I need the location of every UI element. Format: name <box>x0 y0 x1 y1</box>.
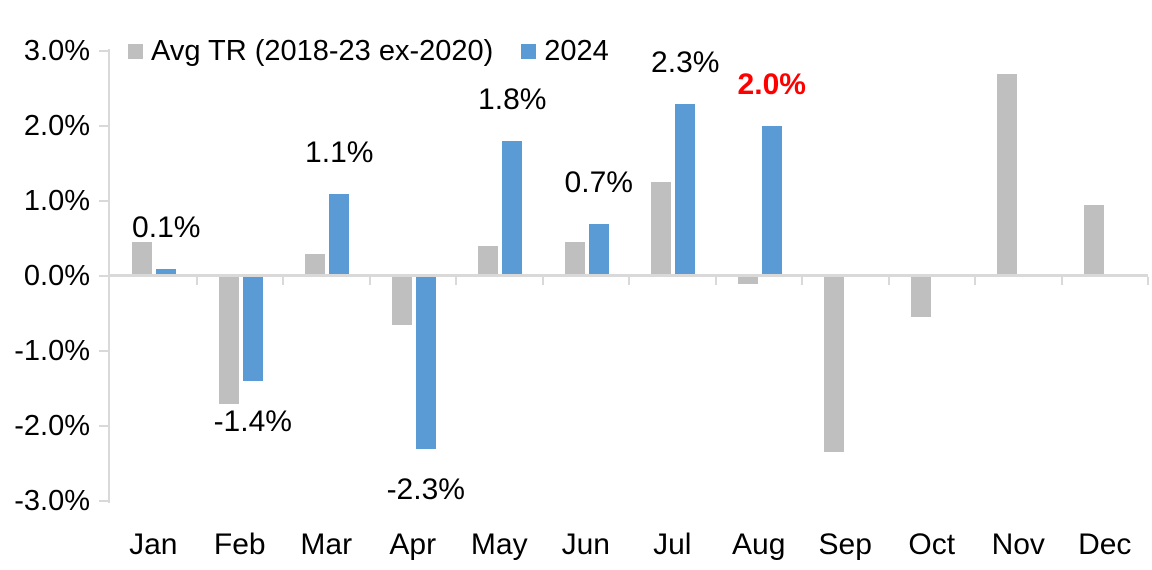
y-axis-tick <box>99 350 108 352</box>
month-label-jun: Jun <box>561 528 610 561</box>
bar-2024-feb <box>242 276 263 381</box>
x-axis-tick <box>974 277 976 285</box>
data-label-feb: -1.4% <box>213 405 292 438</box>
x-axis-tick <box>368 277 371 285</box>
bar-2024-mar <box>329 193 350 276</box>
x-axis-tick <box>714 277 717 285</box>
data-label-mar: 1.1% <box>305 135 374 169</box>
data-label-jan: 0.1% <box>132 210 201 244</box>
bar-avg-tr-jun <box>564 242 585 276</box>
x-axis-tick <box>628 277 630 285</box>
data-label-may: 1.8% <box>478 83 547 116</box>
month-label-apr: Apr <box>389 528 437 561</box>
month-label-may: May <box>470 528 528 561</box>
y-axis-label: -1.0% <box>14 335 90 367</box>
month-label-mar: Mar <box>300 528 353 561</box>
bar-2024-may <box>502 141 523 276</box>
x-axis-tick <box>195 277 198 285</box>
y-axis-tick <box>99 200 108 202</box>
bar-avg-tr-may <box>478 246 499 276</box>
chart-legend: Avg TR (2018-23 ex-2020) 2024 <box>128 34 609 68</box>
x-axis-tick <box>1147 277 1149 285</box>
month-label-oct: Oct <box>908 528 956 561</box>
month-label-sep: Sep <box>818 528 872 561</box>
y-axis-label: 1.0% <box>23 185 90 217</box>
x-axis-tick <box>541 277 544 285</box>
y-axis-tick <box>99 50 108 52</box>
y-axis-label: -2.0% <box>14 410 90 442</box>
bar-avg-tr-jul <box>651 182 672 276</box>
y-axis-label: 0.0% <box>23 260 90 292</box>
bar-2024-jan <box>156 268 177 276</box>
month-label-dec: Dec <box>1078 528 1132 561</box>
month-label-jan: Jan <box>129 528 178 561</box>
legend-label-avg-tr: Avg TR (2018-23 ex-2020) <box>151 34 494 67</box>
data-label-apr: -2.3% <box>386 472 465 506</box>
x-axis-tick <box>801 277 803 285</box>
x-axis-tick <box>455 277 457 285</box>
zero-line <box>108 274 1148 277</box>
y-axis-tick <box>99 275 108 277</box>
bar-2024-aug <box>761 126 782 276</box>
data-label-aug: 2.0% <box>737 68 806 101</box>
x-axis-tick <box>1060 277 1063 285</box>
bar-avg-tr-nov <box>997 73 1018 276</box>
y-axis-label: -3.0% <box>14 485 90 517</box>
y-axis-label: 2.0% <box>23 110 90 142</box>
bar-2024-jul <box>675 103 696 276</box>
x-axis-tick <box>282 277 284 285</box>
bar-avg-tr-sep <box>824 276 845 453</box>
bar-avg-tr-mar <box>305 253 326 276</box>
legend-swatch-avg-tr <box>128 43 143 59</box>
y-axis-tick <box>99 125 108 127</box>
month-label-jul: Jul <box>653 528 692 561</box>
y-axis-tick <box>99 425 108 427</box>
month-label-aug: Aug <box>732 528 786 561</box>
bar-avg-tr-apr <box>391 276 412 325</box>
bar-2024-jun <box>588 223 609 276</box>
month-label-nov: Nov <box>991 528 1045 561</box>
bar-avg-tr-oct <box>910 276 931 318</box>
bar-2024-apr <box>415 276 436 449</box>
y-axis-label: 3.0% <box>23 35 90 67</box>
legend-swatch-2024 <box>521 43 537 59</box>
data-label-jun: 0.7% <box>564 165 633 199</box>
legend-label-2024: 2024 <box>544 34 609 67</box>
y-axis-tick <box>99 500 108 502</box>
month-label-feb: Feb <box>213 528 266 561</box>
data-label-jul: 2.3% <box>651 45 720 79</box>
bar-avg-tr-jan <box>132 242 153 276</box>
bar-avg-tr-aug <box>737 276 758 284</box>
bar-avg-tr-dec <box>1083 204 1104 276</box>
bar-avg-tr-feb <box>218 276 239 404</box>
x-axis-tick <box>887 277 890 285</box>
